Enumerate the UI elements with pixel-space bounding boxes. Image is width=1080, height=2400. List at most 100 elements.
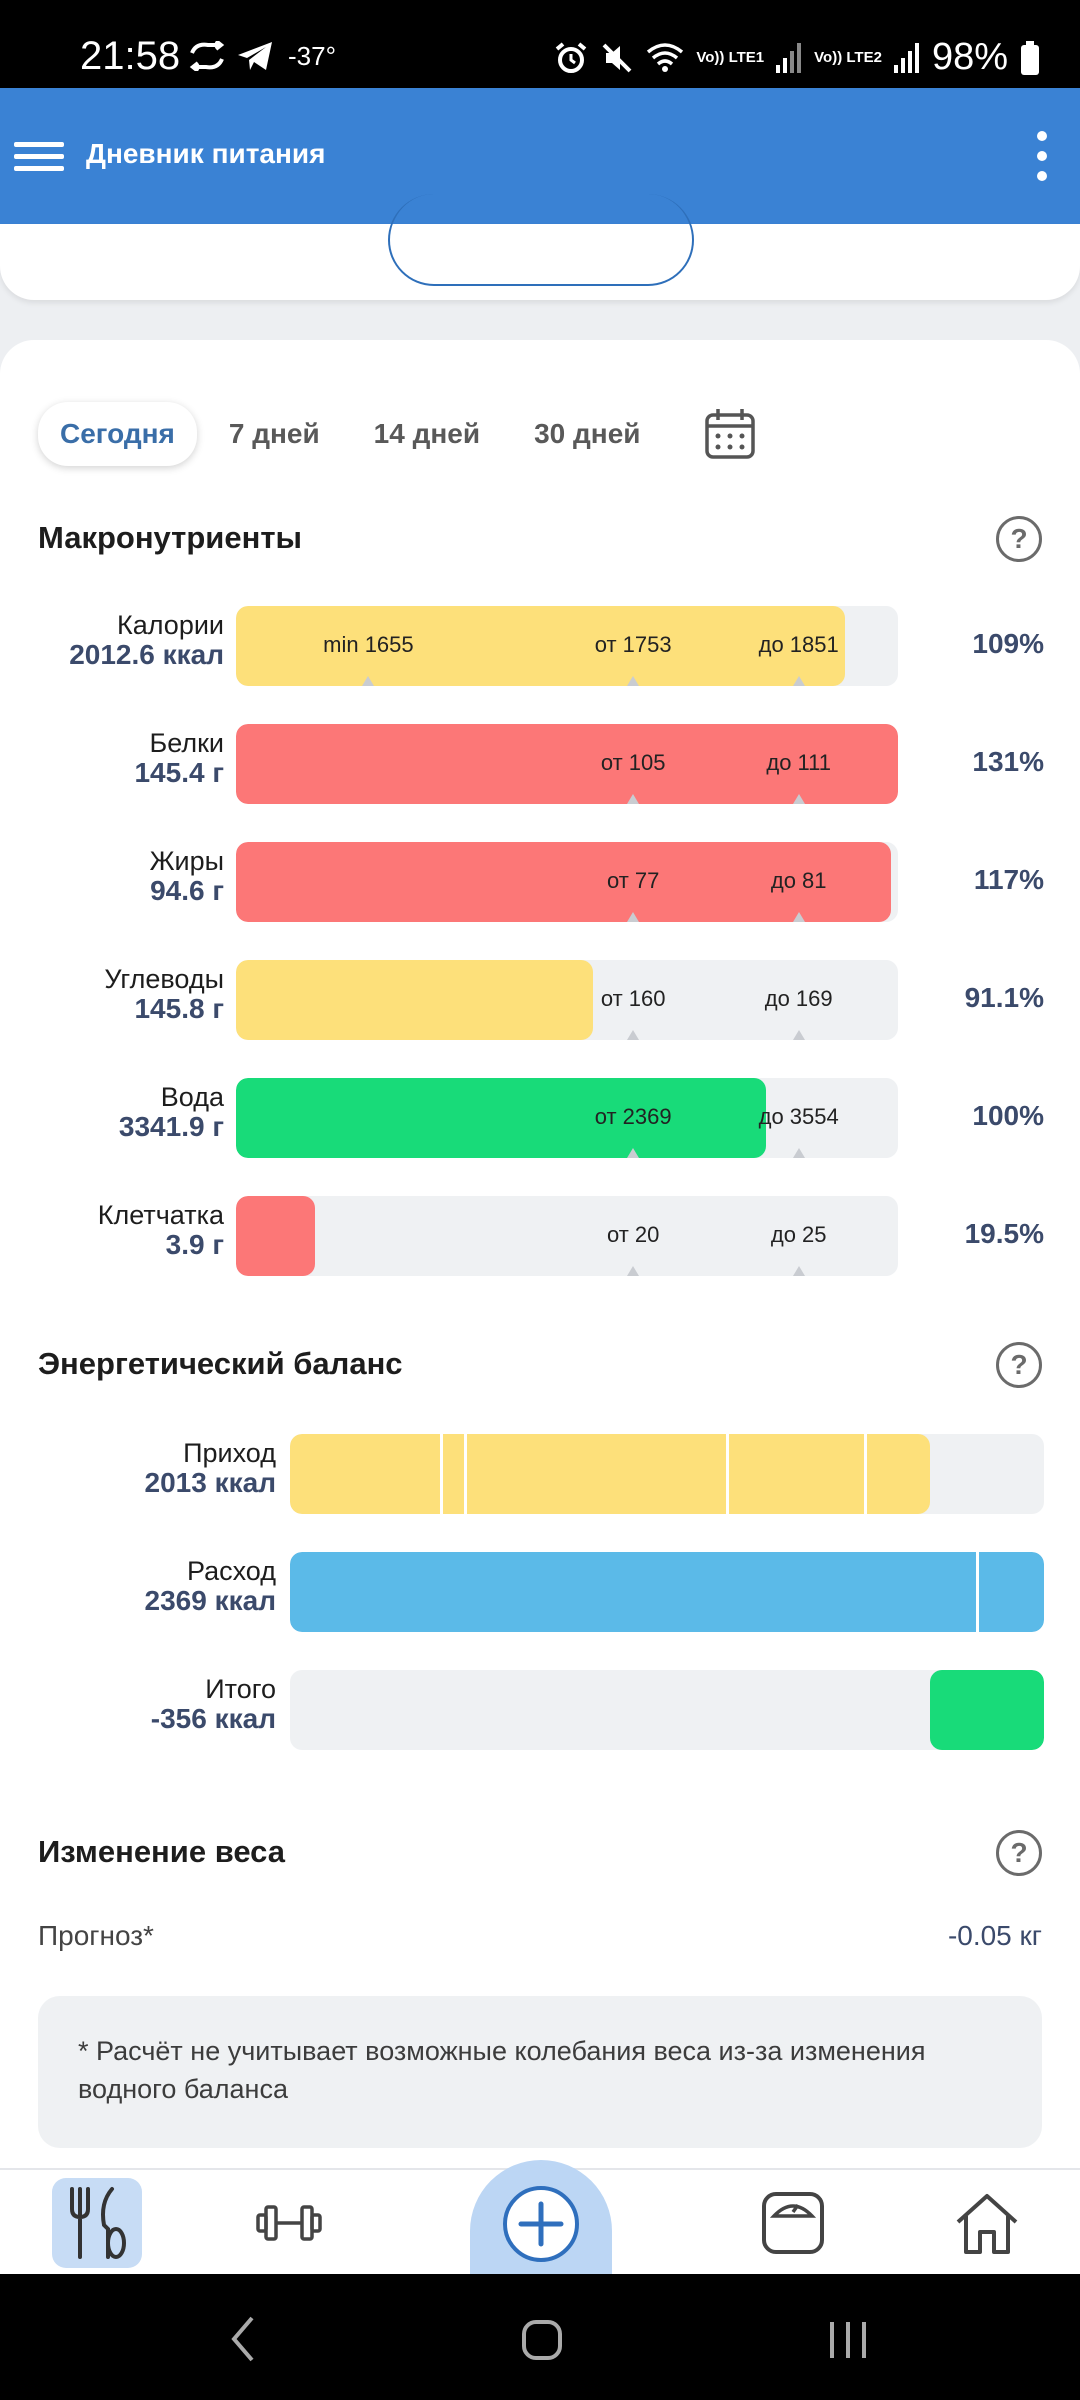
add-icon — [518, 2201, 564, 2247]
energy-row-value: 2013 ккал — [144, 1467, 276, 1498]
macro-bar — [236, 724, 898, 804]
macro-track: от 2369 до 3554 — [236, 1078, 898, 1158]
nav-weight[interactable] — [748, 2178, 838, 2268]
utensils-icon — [70, 2187, 126, 2259]
macro-name: Жиры — [149, 846, 224, 876]
wifi-icon — [647, 42, 684, 72]
macro-tick — [792, 1148, 805, 1158]
weight-title: Изменение веса — [38, 1834, 286, 1869]
macro-percent: 19.5% — [964, 1218, 1044, 1249]
energy-track — [290, 1552, 1044, 1632]
macro-bar — [236, 1196, 316, 1276]
macro-value: 3341.9 г — [118, 1111, 224, 1142]
macro-mark-label: от 105 — [600, 750, 666, 775]
macro-percent: 91.1% — [964, 982, 1044, 1013]
tab-7-days[interactable]: 7 дней — [228, 418, 320, 449]
macro-tick — [362, 676, 375, 686]
energy-track — [290, 1670, 1044, 1750]
macro-mark-label: от 1753 — [594, 632, 672, 657]
top-card-button[interactable] — [388, 194, 694, 286]
macro-bar — [236, 960, 594, 1040]
statistics-card: Сегодня 7 дней 14 дней 30 дней Макронутр… — [0, 340, 1080, 2170]
nav-workouts[interactable] — [244, 2178, 334, 2268]
macro-row: Углеводы 145.8 г от 160 до 169 91.1% — [0, 960, 1080, 1040]
status-right-icons: Vo)) LTE1 Vo)) LTE2 98% — [554, 36, 1040, 79]
macro-tick — [792, 1266, 805, 1276]
period-tabs: Сегодня 7 дней 14 дней 30 дней — [38, 402, 758, 466]
macro-tick — [627, 1148, 640, 1158]
macro-name: Углеводы — [104, 964, 224, 994]
macro-track: от 20 до 25 — [236, 1196, 898, 1276]
macro-mark-label: min 1655 — [323, 632, 414, 657]
energy-title: Энергетический баланс — [38, 1346, 403, 1381]
macro-mark-label: до 81 — [770, 868, 827, 893]
macro-row: Калории 2012.6 ккал min 1655 от 1753 до 1851… — [0, 606, 1080, 686]
macro-mark-label: до 169 — [764, 986, 833, 1011]
telegram-icon — [238, 42, 272, 70]
menu-icon[interactable] — [12, 128, 68, 184]
income-separator — [864, 1434, 867, 1514]
macro-row: Жиры 94.6 г от 77 до 81 117% — [0, 842, 1080, 922]
macro-name: Белки — [149, 728, 225, 758]
macro-value: 3.9 г — [165, 1229, 224, 1260]
nav-home[interactable] — [942, 2178, 1032, 2268]
alarm-icon — [556, 41, 587, 73]
app-bar: Дневник питания — [0, 88, 1080, 224]
energy-row-value: -356 ккал — [150, 1703, 276, 1734]
energy-row-total: Итого -356 ккал — [0, 1670, 1080, 1750]
battery-percent: 98% — [931, 36, 1008, 78]
macro-name: Вода — [160, 1082, 224, 1112]
energy-row-name: Приход — [183, 1438, 276, 1468]
status-temperature: -37° — [288, 40, 336, 71]
back-icon[interactable] — [228, 2314, 258, 2364]
expense-bar — [290, 1552, 1044, 1632]
macro-value: 145.4 г — [134, 757, 224, 788]
macro-percent: 117% — [973, 864, 1044, 895]
macro-mark-label: от 2369 — [594, 1104, 672, 1129]
macro-mark-label: до 1851 — [758, 632, 839, 657]
home-button-icon[interactable] — [520, 2318, 564, 2362]
macro-mark-label: до 111 — [766, 750, 831, 775]
macro-tick — [627, 1030, 640, 1040]
energy-row-name: Расход — [186, 1556, 276, 1586]
add-button[interactable] — [503, 2186, 579, 2262]
macros-help-icon[interactable]: ? — [996, 516, 1042, 562]
home-icon — [956, 2194, 1018, 2254]
macro-percent: 109% — [972, 628, 1044, 659]
macro-track: от 105 до 111 — [236, 724, 898, 804]
weight-help-icon[interactable]: ? — [996, 1830, 1042, 1876]
calendar-icon[interactable] — [702, 406, 758, 462]
sync-icon — [189, 41, 225, 71]
dumbbell-icon — [256, 2205, 322, 2241]
forecast-value: -0.05 кг — [947, 1920, 1042, 1951]
forecast-row: Прогноз* -0.05 кг — [38, 1920, 1042, 1952]
recents-icon[interactable] — [826, 2318, 870, 2362]
macro-tick — [792, 794, 805, 804]
scale-icon — [762, 2192, 824, 2254]
tab-30-days[interactable]: 30 дней — [534, 418, 641, 449]
macro-tick — [792, 1030, 805, 1040]
tab-14-days[interactable]: 14 дней — [373, 418, 481, 449]
macro-track: min 1655 от 1753 до 1851 — [236, 606, 898, 686]
macro-tick — [627, 794, 640, 804]
status-bar: 21:58 -37° Vo)) LTE1 Vo)) LTE2 98% — [0, 0, 1080, 88]
nav-diary[interactable] — [52, 2178, 142, 2268]
macros-title: Макронутриенты — [38, 520, 302, 555]
macro-value: 145.8 г — [134, 993, 224, 1024]
energy-row-name: Итого — [205, 1674, 276, 1704]
energy-help-icon[interactable]: ? — [996, 1342, 1042, 1388]
macro-percent: 131% — [972, 746, 1044, 777]
income-separator — [440, 1434, 443, 1514]
macro-mark-label: до 3554 — [758, 1104, 839, 1129]
tab-today[interactable]: Сегодня — [38, 402, 197, 466]
macro-mark-label: от 77 — [606, 868, 660, 893]
macro-row: Клетчатка 3.9 г от 20 до 25 19.5% — [0, 1196, 1080, 1276]
macro-tick — [792, 912, 805, 922]
energy-row-value: 2369 ккал — [144, 1585, 276, 1616]
status-time: 21:58 — [80, 34, 181, 78]
income-separator — [464, 1434, 467, 1514]
macro-tick — [627, 676, 640, 686]
more-vert-icon[interactable] — [1032, 126, 1052, 186]
macro-name: Калории — [117, 610, 224, 640]
status-left-icons: -37° — [188, 40, 336, 72]
